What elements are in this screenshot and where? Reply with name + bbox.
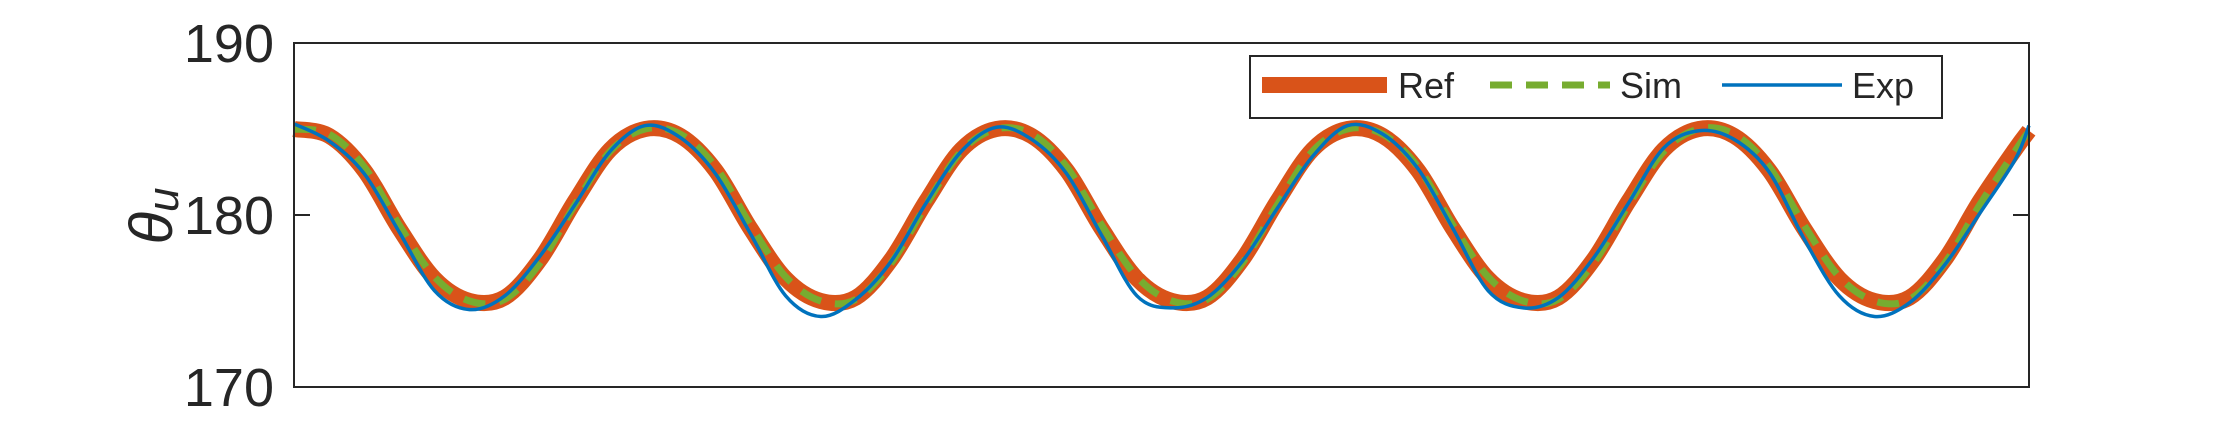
y-tick-label: 180	[184, 186, 274, 246]
legend-label-ref: Ref	[1398, 65, 1455, 106]
series-layer	[292, 120, 2036, 319]
ticks-layer	[294, 42, 2029, 388]
y-tick-label: 170	[184, 358, 274, 418]
y-tick-label: 190	[184, 14, 274, 74]
y-tick-labels: 170 180 190	[184, 14, 274, 418]
legend-label-exp: Exp	[1852, 65, 1914, 106]
y-axis-label: θu	[118, 187, 188, 244]
y-axis-label-subscript: u	[139, 187, 188, 211]
legend: Ref Sim Exp	[1249, 55, 1943, 119]
legend-label-sim: Sim	[1620, 65, 1682, 106]
series-line-exp	[293, 122, 2031, 319]
y-axis-label-main: θ	[118, 212, 185, 245]
